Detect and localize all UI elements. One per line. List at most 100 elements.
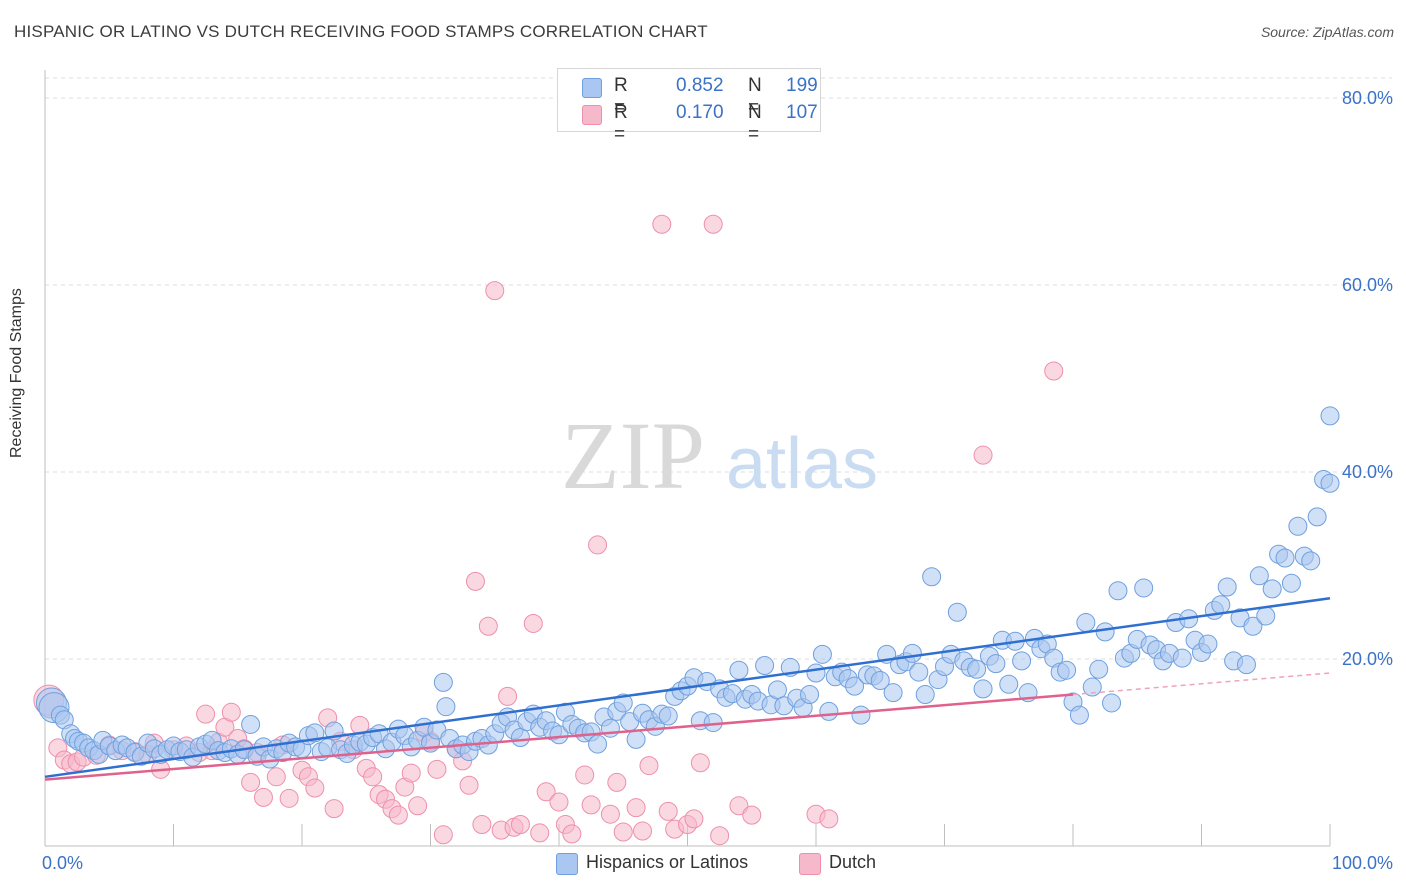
hispanic-point <box>767 680 787 700</box>
dutch-point <box>1044 361 1064 381</box>
y-axis-label: Receiving Food Stamps <box>8 288 25 458</box>
x-tick-label: 0.0% <box>42 853 83 873</box>
hispanic-point <box>549 725 569 745</box>
gridlines <box>45 77 1392 660</box>
hispanic-point <box>1172 648 1192 668</box>
dutch-point <box>607 772 627 792</box>
hispanic-point <box>845 676 865 696</box>
hispanic-point <box>1275 548 1295 568</box>
dutch-point <box>427 759 447 779</box>
y-tick-label: 80.0% <box>1342 88 1393 108</box>
x-tick-label: 100.0% <box>1332 853 1393 873</box>
dutch-point <box>523 613 543 633</box>
hispanic-point <box>1076 613 1096 633</box>
hispanic-point <box>1301 551 1321 571</box>
hispanic-point <box>436 697 456 717</box>
dutch-point <box>408 796 428 816</box>
dutch-point <box>530 823 550 843</box>
dutch-point <box>575 765 595 785</box>
dutch-point <box>626 798 646 818</box>
dutch-point <box>510 814 530 834</box>
hispanic-point <box>947 602 967 622</box>
source-label: Source: ZipAtlas.com <box>1260 24 1394 40</box>
hispanic-point <box>967 659 987 679</box>
hispanic-point <box>1095 622 1115 642</box>
hispanic-point <box>1082 677 1102 697</box>
bottom-legend-label: Dutch <box>829 852 877 872</box>
hispanic-point <box>1236 655 1256 675</box>
hispanic-point <box>870 671 890 691</box>
hispanic-point <box>851 705 871 725</box>
hispanic-point <box>613 693 633 713</box>
dutch-point <box>279 788 299 808</box>
dutch-point <box>324 799 344 819</box>
dutch-point <box>819 809 839 829</box>
hispanic-point <box>986 654 1006 674</box>
y-tick-labels: 20.0% 40.0% 60.0% 80.0% <box>1342 88 1393 669</box>
hispanic-point <box>806 663 826 683</box>
dutch-point <box>652 214 672 234</box>
dutch-point <box>433 825 453 845</box>
hispanic-point <box>1320 473 1340 493</box>
dutch-point <box>588 535 608 555</box>
trend-line-hispanic <box>44 596 1331 779</box>
hispanic-point <box>800 685 820 705</box>
chart-title: HISPANIC OR LATINO VS DUTCH RECEIVING FO… <box>14 22 708 41</box>
bottom-legend-label: Hispanics or Latinos <box>586 852 749 872</box>
hispanic-point <box>1262 579 1282 599</box>
legend-swatch-dutch <box>582 105 602 125</box>
dutch-point <box>658 801 678 821</box>
dutch-point <box>613 822 633 842</box>
hispanic-point <box>973 679 993 699</box>
hispanic-point <box>241 714 261 734</box>
hispanic-point <box>1217 577 1237 597</box>
hispanic-point <box>999 674 1019 694</box>
dutch-point <box>401 763 421 783</box>
hispanic-point <box>909 662 929 682</box>
hispanic-point <box>729 660 749 680</box>
hispanic-point <box>1288 516 1308 536</box>
dutch-point <box>459 775 479 795</box>
bottom-legend-swatch-dutch <box>799 853 821 875</box>
hispanic-point <box>1102 693 1122 713</box>
hispanic-point <box>819 701 839 721</box>
dutch-point <box>703 214 723 234</box>
dutch-point <box>498 686 518 706</box>
hispanic-point <box>812 644 832 664</box>
legend-n-label: N = <box>748 102 762 145</box>
dutch-point <box>973 445 993 465</box>
y-tick-label: 40.0% <box>1342 462 1393 482</box>
y-tick-label: 60.0% <box>1342 275 1393 295</box>
hispanic-point <box>1108 581 1128 601</box>
dutch-point <box>253 787 273 807</box>
hispanic-point <box>305 723 325 743</box>
hispanic-point <box>1211 595 1231 615</box>
dutch-point <box>581 795 601 815</box>
dutch-point <box>536 782 556 802</box>
y-tick-label: 20.0% <box>1342 649 1393 669</box>
dutch-point <box>478 616 498 636</box>
watermark-zip: ZIP <box>561 402 705 509</box>
dutch-point <box>549 792 569 812</box>
dutch-point <box>388 805 408 825</box>
dutch-point <box>684 809 704 829</box>
legend-r-value: 0.852 <box>676 75 724 96</box>
hispanic-point <box>1069 705 1089 725</box>
hispanic-point <box>922 567 942 587</box>
hispanic-point <box>1134 578 1154 598</box>
hispanic-point <box>1256 606 1276 626</box>
hispanic-point <box>1281 573 1301 593</box>
dutch-point <box>639 756 659 776</box>
legend-r-value: 0.170 <box>676 102 724 123</box>
hispanic-point <box>510 728 530 748</box>
legend-r-label: R = <box>614 102 628 145</box>
dutch-point <box>305 778 325 798</box>
legend-n-value: 107 <box>786 102 818 123</box>
hispanic-point <box>626 729 646 749</box>
watermark-atlas: atlas <box>726 424 878 504</box>
trend-lines <box>44 596 1331 781</box>
legend-n-value: 199 <box>786 75 818 96</box>
dutch-point <box>710 826 730 846</box>
legend-swatch-hispanic <box>582 78 602 98</box>
